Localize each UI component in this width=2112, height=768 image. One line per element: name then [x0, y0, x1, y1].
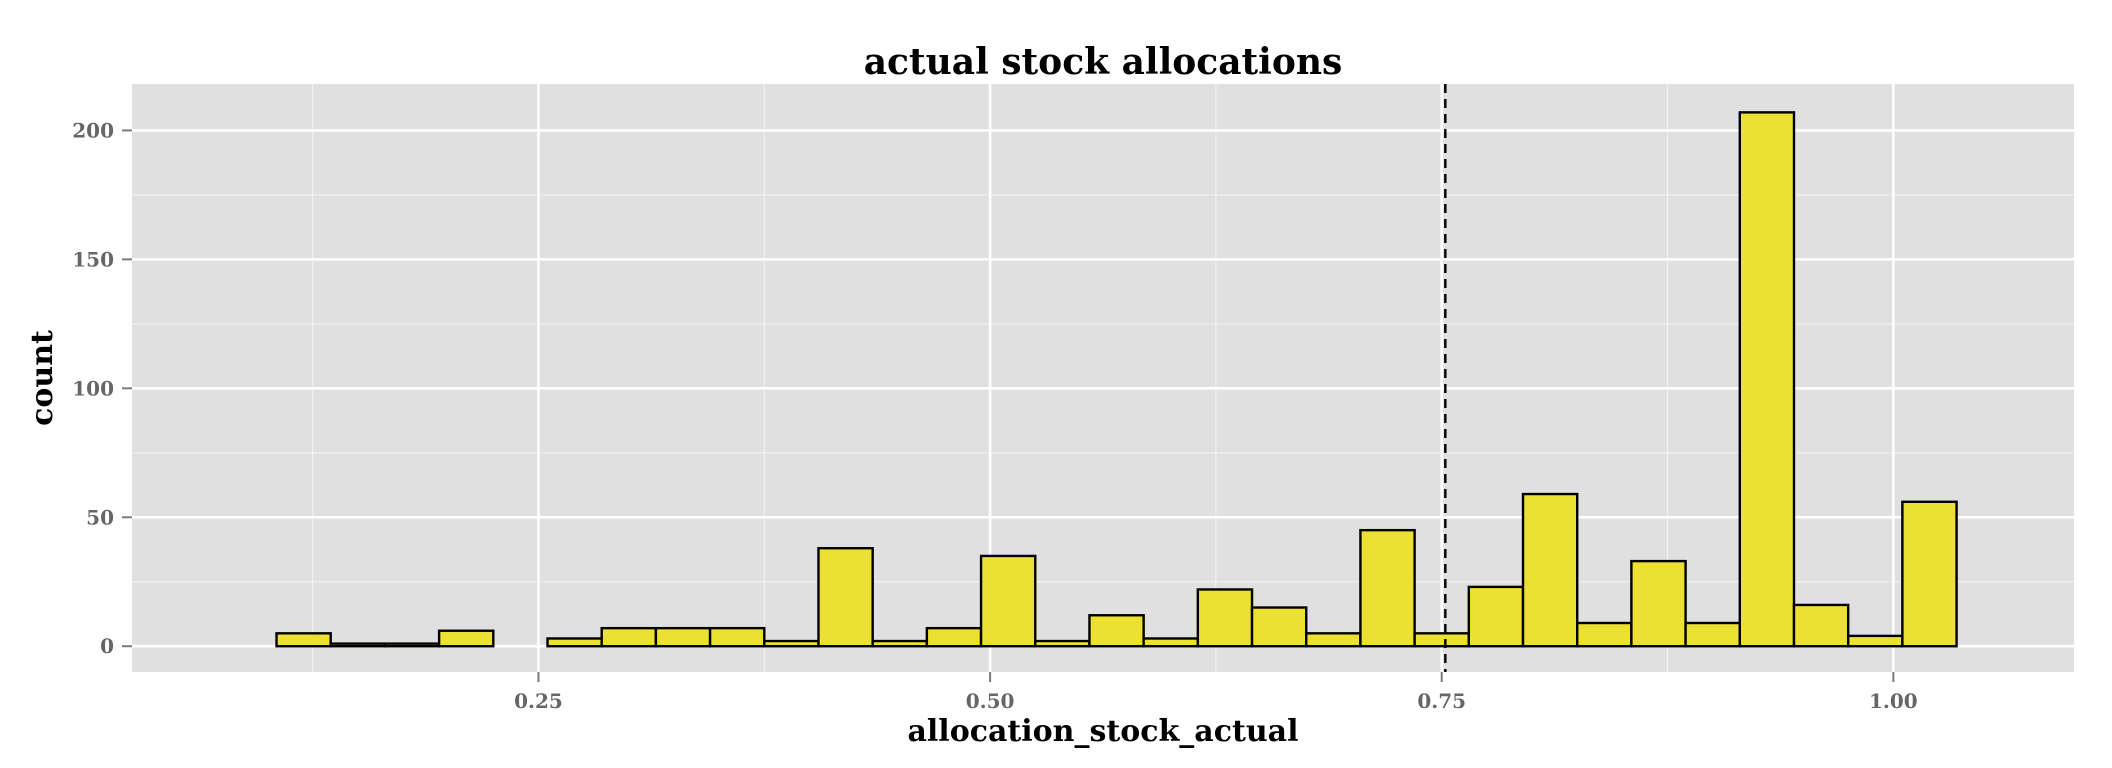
histogram-bar: [1034, 639, 1091, 648]
y-tick-label: 50: [86, 505, 114, 529]
chart-title: actual stock allocations: [864, 41, 1343, 83]
histogram-bar: [1305, 632, 1362, 648]
histogram-bar: [1467, 585, 1525, 648]
x-tick-label: 1.00: [1869, 689, 1918, 713]
histogram-bar: [437, 629, 495, 648]
histogram-bar: [1413, 632, 1471, 648]
histogram-bar: [546, 637, 603, 648]
histogram-bar: [1250, 606, 1308, 648]
histogram-bar: [654, 626, 712, 648]
x-axis-title: allocation_stock_actual: [907, 714, 1298, 749]
histogram-bar: [1901, 500, 1958, 648]
y-tick-label: 200: [72, 118, 114, 142]
histogram-bar: [1521, 492, 1579, 648]
histogram-bar: [1196, 588, 1254, 648]
histogram-bar: [275, 632, 332, 648]
histogram-bar: [1088, 614, 1145, 648]
histogram-bar: [817, 547, 874, 648]
histogram-bar: [1684, 621, 1741, 648]
y-tick-label: 100: [72, 376, 114, 400]
histogram-bar: [329, 642, 387, 648]
histogram-bar: [979, 554, 1037, 648]
histogram-bar: [1792, 603, 1850, 648]
histogram-bar: [763, 639, 820, 648]
y-axis-ticks: 0 50 100 150 200: [72, 118, 132, 658]
histogram-bar: [600, 626, 658, 648]
histogram-bar: [708, 626, 766, 648]
y-tick-label: 0: [100, 634, 114, 658]
histogram-bar: [1142, 637, 1200, 648]
x-axis-ticks: 0.25 0.50 0.75 1.00: [514, 672, 1918, 713]
histogram-bar: [1630, 559, 1687, 648]
histogram-bar: [871, 639, 929, 648]
histogram-bars: [275, 111, 1958, 648]
y-tick-label: 150: [72, 247, 114, 271]
x-tick-label: 0.75: [1417, 689, 1466, 713]
x-tick-label: 0.25: [514, 689, 563, 713]
histogram-bar: [1738, 111, 1796, 648]
histogram-bar: [1846, 634, 1904, 648]
histogram-bar: [1359, 528, 1416, 648]
y-axis-title: count: [25, 330, 60, 426]
x-tick-label: 0.50: [966, 689, 1015, 713]
histogram-bar: [1576, 621, 1633, 648]
histogram-bar: [925, 626, 983, 648]
histogram-bar: [383, 642, 441, 648]
